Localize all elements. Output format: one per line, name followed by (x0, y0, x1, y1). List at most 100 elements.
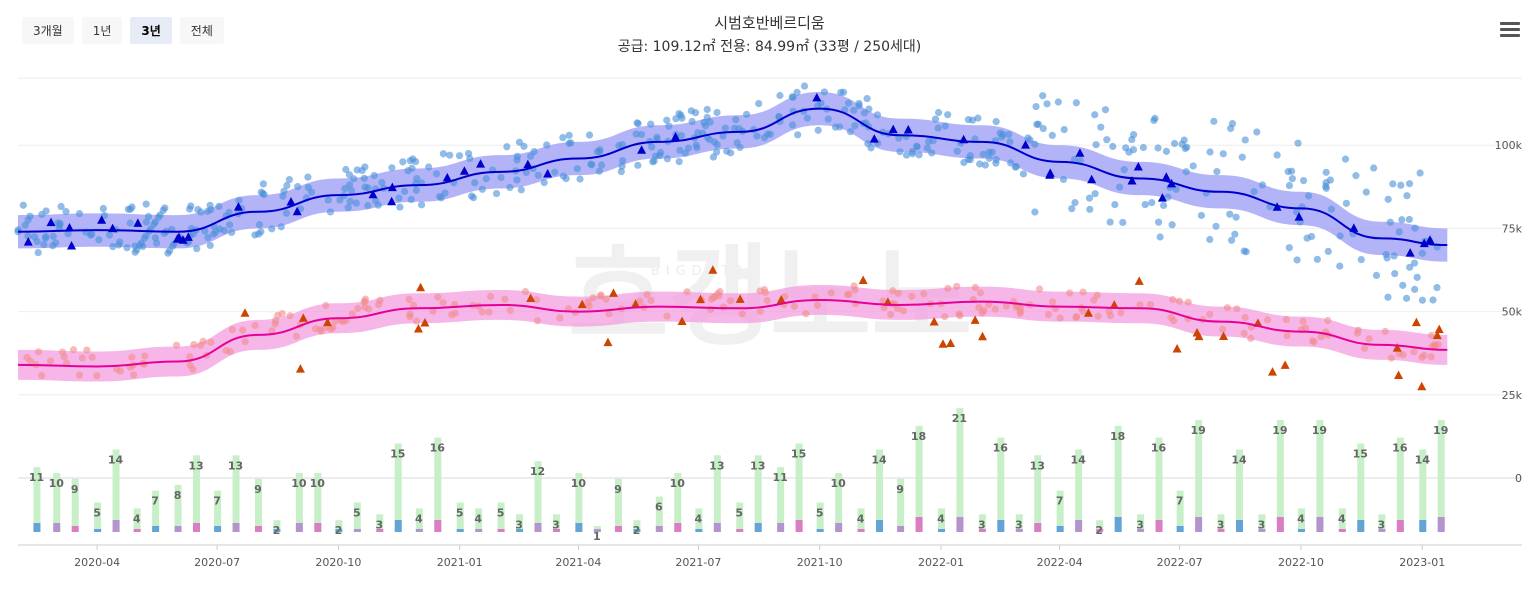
rent-point (1381, 327, 1389, 335)
period-all-button[interactable]: 전체 (179, 17, 224, 44)
volume-label: 16 (430, 442, 446, 455)
rent-triangle-marker (1134, 276, 1144, 285)
sale-point (928, 149, 936, 157)
sale-point (851, 122, 859, 130)
sale-point (1141, 200, 1149, 209)
period-3-years-button[interactable]: 3년 (130, 17, 172, 44)
sale-point (1395, 228, 1403, 236)
rent-point (1353, 329, 1362, 337)
sale-point (1130, 131, 1138, 139)
sale-triangle-marker (97, 215, 107, 224)
sale-point (1168, 221, 1176, 229)
sale-point (736, 143, 744, 152)
sale-point (788, 121, 797, 129)
sale-point (259, 180, 267, 188)
volume-label: 15 (390, 448, 405, 461)
rent-point (763, 296, 771, 305)
volume-label: 10 (670, 477, 686, 490)
volume-label: 19 (1433, 424, 1448, 437)
x-tick-label: 2021-07 (675, 556, 721, 569)
volume-bar-segment (593, 529, 601, 532)
sale-point (863, 94, 871, 103)
volume-bar-segment (978, 529, 986, 532)
volume-bar-segment (713, 523, 721, 532)
volume-bar (112, 449, 120, 532)
sale-point (57, 202, 65, 211)
period-3-months-button[interactable]: 3개월 (22, 17, 74, 44)
rent-point (1431, 342, 1439, 350)
volume-label: 13 (188, 459, 203, 472)
sale-point (1151, 114, 1159, 122)
sale-point (850, 106, 858, 114)
volume-bar (1316, 419, 1324, 532)
volume-bar (53, 473, 61, 532)
sale-point (1181, 144, 1189, 152)
rent-point (241, 338, 249, 346)
volume-bar-segment (1015, 529, 1023, 532)
volume-label: 16 (1392, 442, 1408, 455)
rent-point (190, 340, 198, 349)
trend-lines (17, 107, 1448, 368)
rent-point (348, 310, 356, 318)
volume-bar-segment (736, 529, 744, 532)
sale-point (873, 111, 882, 119)
sale-point (676, 146, 684, 154)
sale-point (974, 114, 982, 122)
hamburger-menu-icon[interactable] (1500, 22, 1520, 38)
volume-bar-segment (1137, 529, 1145, 532)
sale-point (425, 163, 433, 171)
sale-point (706, 135, 714, 144)
volume-bar (353, 502, 361, 532)
sale-point (226, 221, 234, 229)
x-tick-label: 2021-04 (555, 556, 601, 569)
rent-point (354, 304, 362, 313)
volume-label: 15 (791, 448, 806, 461)
volume-bar (1195, 419, 1203, 532)
sale-point (142, 218, 150, 226)
volume-bar-segment (534, 523, 542, 532)
sale-triangle-marker (671, 132, 681, 141)
rent-point (716, 288, 724, 296)
sale-triangle-marker (292, 206, 302, 216)
volume-bar (816, 502, 824, 532)
sale-point (1129, 146, 1138, 154)
volume-bar-segment (475, 529, 483, 532)
sale-point (197, 208, 205, 216)
volume-label: 3 (375, 518, 383, 531)
volume-bar-segment (754, 523, 762, 532)
sale-point (1273, 151, 1281, 159)
rent-triangle-marker (1192, 327, 1202, 337)
rent-point (34, 348, 43, 356)
volume-label: 10 (49, 477, 65, 490)
sale-point (49, 232, 57, 240)
sale-point (1253, 128, 1261, 136)
sale-point (800, 82, 809, 90)
rent-point (429, 307, 437, 315)
sale-point (1429, 296, 1437, 304)
sale-point (1154, 218, 1163, 226)
sale-point (713, 108, 721, 117)
period-1-year-button[interactable]: 1년 (81, 17, 123, 44)
rent-triangle-marker (323, 317, 333, 327)
volume-label: 13 (709, 459, 724, 472)
sale-point (1111, 200, 1119, 209)
sale-point (1352, 172, 1360, 180)
volume-bar (1276, 419, 1284, 532)
sale-point (34, 249, 42, 257)
rent-point (533, 317, 542, 325)
volume-label: 5 (353, 507, 361, 520)
sale-point (282, 209, 291, 217)
sale-point (280, 187, 288, 195)
rent-triangle-marker (1432, 330, 1442, 340)
sale-point (632, 130, 640, 138)
sale-point (1382, 250, 1390, 259)
rent-triangle-marker (608, 288, 618, 297)
rent-point (533, 296, 541, 304)
sale-point (648, 143, 656, 151)
sale-point (1170, 139, 1179, 148)
rent-point (1169, 295, 1177, 304)
sale-point (595, 167, 603, 175)
sale-point (585, 131, 594, 139)
sale-point (964, 116, 973, 124)
sale-point (960, 158, 968, 167)
